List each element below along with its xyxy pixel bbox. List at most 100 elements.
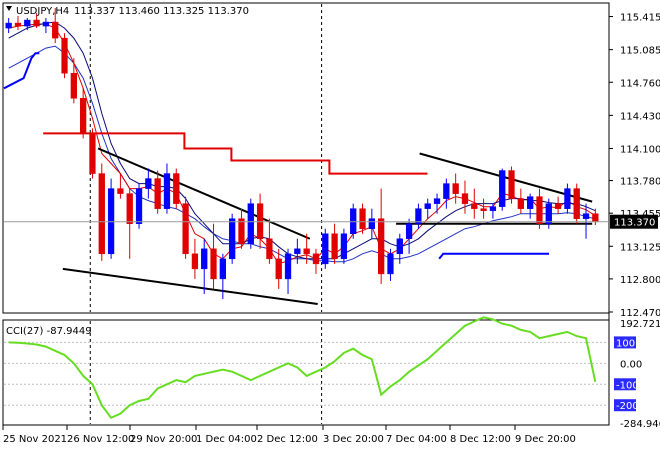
candle bbox=[135, 183, 143, 229]
time-tick-label: 8 Dec 12:00 bbox=[450, 434, 511, 445]
step-lines bbox=[3, 52, 549, 260]
chart-header: USDJPY,H4 113.337 113.460 113.325 113.37… bbox=[6, 6, 249, 17]
candle bbox=[210, 223, 217, 289]
indicator-tick-label: -200 bbox=[616, 401, 639, 412]
trendline-2 bbox=[419, 152, 593, 203]
candle bbox=[42, 18, 50, 34]
candle bbox=[508, 166, 515, 204]
indicator-tick-label: 192.7217 bbox=[620, 319, 660, 330]
candle bbox=[554, 196, 562, 214]
trendlines bbox=[62, 147, 593, 305]
candle bbox=[275, 248, 282, 289]
ohlc-readout: 113.337 113.460 113.325 113.370 bbox=[74, 6, 249, 17]
candle bbox=[368, 208, 375, 239]
moving-average-overlays bbox=[8, 21, 596, 265]
candle bbox=[312, 248, 320, 274]
candle bbox=[415, 203, 422, 229]
candle bbox=[527, 193, 534, 219]
price-tick-label: 113.125 bbox=[620, 242, 660, 253]
candle bbox=[433, 193, 441, 214]
candle bbox=[284, 248, 292, 294]
overlay-line-0 bbox=[8, 45, 596, 263]
candle bbox=[322, 228, 329, 269]
indicator-plot-frame bbox=[2, 319, 610, 426]
candle bbox=[173, 168, 180, 209]
candle bbox=[70, 58, 77, 104]
indicator-level-box bbox=[614, 399, 636, 412]
candle bbox=[499, 168, 506, 211]
candle bbox=[229, 213, 236, 264]
candle bbox=[424, 198, 431, 219]
indicator-label: CCI(27) -87.9449 bbox=[6, 326, 92, 337]
price-tick-label: 112.470 bbox=[620, 308, 660, 319]
candle bbox=[163, 163, 171, 214]
cci-indicator bbox=[8, 316, 597, 420]
candle bbox=[443, 178, 450, 209]
candle bbox=[471, 188, 478, 219]
price-tick-label: 113.455 bbox=[620, 209, 660, 220]
candle bbox=[452, 173, 459, 204]
last-price-badge-box bbox=[610, 214, 658, 229]
indicator-axis: 192.7217 100 0.00 -100 -200 -284.9462 bbox=[4, 319, 660, 430]
candle bbox=[266, 218, 273, 264]
dropdown-triangle-icon[interactable] bbox=[6, 6, 12, 11]
step-line-1 bbox=[43, 132, 428, 175]
indicator-level-box bbox=[614, 378, 636, 391]
time-tick-label: 3 Dec 20:00 bbox=[323, 434, 384, 445]
time-tick-label: 7 Dec 04:00 bbox=[386, 434, 447, 445]
candle bbox=[52, 8, 59, 44]
candle bbox=[33, 13, 40, 29]
candle bbox=[564, 183, 571, 214]
candle bbox=[545, 198, 552, 229]
candle bbox=[154, 170, 161, 214]
candle bbox=[489, 203, 497, 219]
candle bbox=[340, 228, 348, 264]
candle bbox=[117, 173, 124, 199]
candle bbox=[107, 178, 115, 259]
price-tick-label: 114.100 bbox=[620, 144, 660, 155]
step-line-2 bbox=[438, 252, 549, 260]
vertical-dash-lines bbox=[89, 4, 323, 424]
price-tick-label: 115.085 bbox=[620, 46, 660, 57]
time-tick-label: 9 Dec 20:00 bbox=[515, 434, 576, 445]
overlay-line-1 bbox=[8, 23, 596, 265]
symbol-label: USDJPY,H4 bbox=[16, 6, 69, 17]
time-tick-label: 26 Nov 12:00 bbox=[67, 434, 134, 445]
candlesticks bbox=[5, 8, 599, 299]
candle bbox=[387, 248, 394, 281]
candle bbox=[191, 238, 199, 279]
trendline-0 bbox=[97, 147, 311, 240]
time-tick-label: 2 Dec 12:00 bbox=[257, 434, 318, 445]
candle bbox=[359, 203, 366, 234]
indicator-tick-label: -100 bbox=[616, 380, 639, 391]
candle bbox=[219, 253, 226, 299]
candle bbox=[182, 196, 189, 259]
price-axis: 115.415 115.085 114.760 114.430 114.100 113.7… bbox=[609, 13, 660, 319]
price-tick-label: 114.430 bbox=[620, 111, 660, 122]
time-tick-label: 25 Nov 2021 bbox=[3, 434, 67, 445]
candle bbox=[80, 88, 87, 139]
candle bbox=[350, 203, 357, 239]
trendline-1 bbox=[62, 267, 318, 305]
candle bbox=[247, 198, 254, 249]
candle bbox=[517, 188, 524, 214]
time-tick-label: 1 Dec 04:00 bbox=[196, 434, 257, 445]
candle bbox=[294, 238, 301, 264]
indicator-level-box bbox=[614, 336, 636, 349]
candle bbox=[480, 198, 487, 219]
candle bbox=[61, 33, 68, 79]
price-tick-label: 114.760 bbox=[620, 78, 660, 89]
main-plot-frame bbox=[2, 2, 610, 314]
candle bbox=[396, 233, 403, 264]
price-tick-label: 112.800 bbox=[620, 275, 660, 286]
time-tick-label: 29 Nov 20:00 bbox=[130, 434, 197, 445]
candle bbox=[126, 188, 133, 259]
price-tick-label: 113.780 bbox=[620, 177, 660, 188]
candle bbox=[331, 223, 338, 264]
step-line-0 bbox=[3, 52, 40, 90]
candle bbox=[14, 16, 22, 31]
last-price-badge-label: 113.370 bbox=[614, 218, 655, 229]
candle bbox=[303, 233, 310, 264]
